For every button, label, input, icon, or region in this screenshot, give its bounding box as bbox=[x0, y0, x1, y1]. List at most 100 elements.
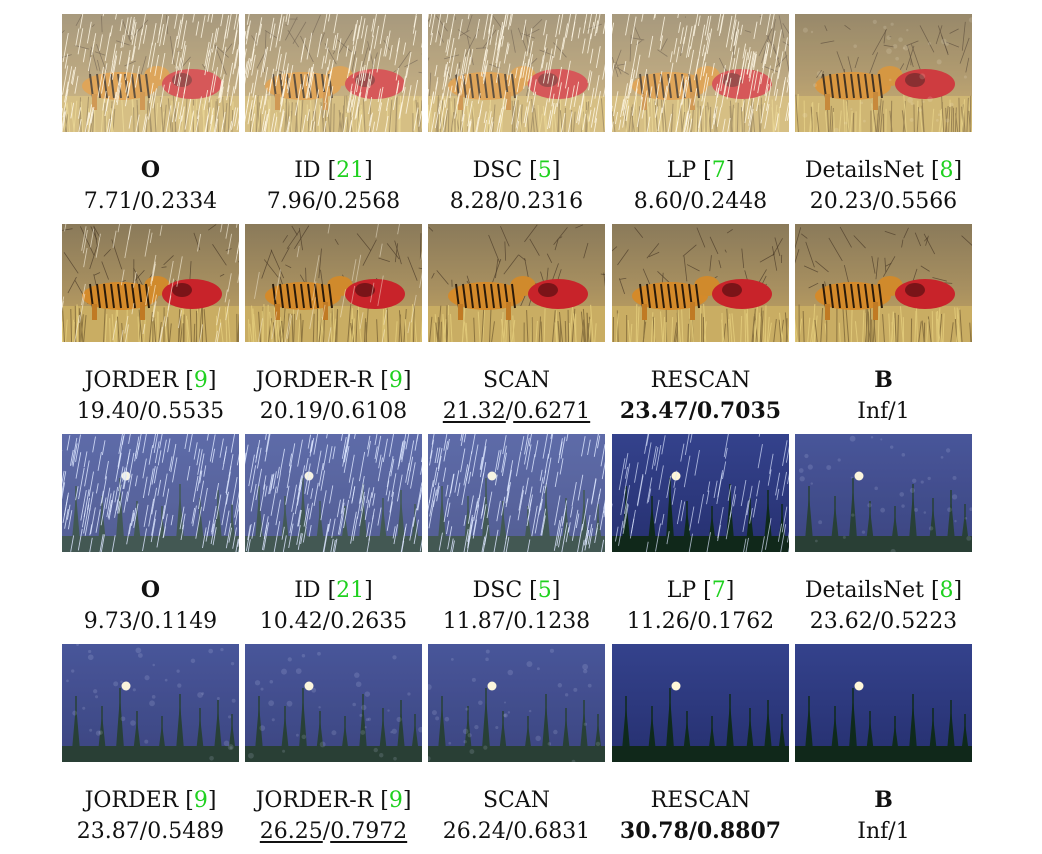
psnr-value: 23.87 bbox=[76, 819, 140, 844]
metric-separator: / bbox=[872, 609, 881, 634]
method-label: ID [21] bbox=[234, 575, 434, 606]
metric-separator: / bbox=[322, 399, 331, 424]
method-name: ID bbox=[294, 578, 328, 603]
metric-values: 8.60/0.2448 bbox=[601, 186, 801, 217]
method-label: ID [21] bbox=[234, 155, 434, 186]
psnr-value: 11.87 bbox=[442, 609, 506, 634]
psnr-value: 11.26 bbox=[626, 609, 690, 634]
ref-bracket-close: ] bbox=[207, 368, 217, 393]
citation-link[interactable]: 5 bbox=[537, 158, 552, 183]
moon-image-r3-c4 bbox=[612, 434, 789, 552]
tiger-image-r2-c4 bbox=[612, 224, 789, 342]
caption-r4-c3: SCAN 26.24/0.6831 bbox=[417, 785, 617, 847]
ssim-value: 0.6108 bbox=[330, 399, 408, 424]
ssim-value: 0.5566 bbox=[880, 189, 958, 214]
caption-r3-c3: DSC [5] 11.87/0.1238 bbox=[417, 575, 617, 637]
ssim-value: 0.1762 bbox=[697, 609, 775, 634]
ref-bracket-close: ] bbox=[207, 788, 217, 813]
caption-r1-c5: DetailsNet [8] 20.23/0.5566 bbox=[784, 155, 984, 217]
ref-bracket-open: [ bbox=[380, 788, 389, 813]
caption-r1-c3: DSC [5] 8.28/0.2316 bbox=[417, 155, 617, 217]
metric-values: 7.71/0.2334 bbox=[51, 186, 251, 217]
metric-separator: / bbox=[682, 189, 691, 214]
metric-separator: / bbox=[689, 609, 698, 634]
metric-separator: / bbox=[322, 819, 331, 844]
psnr-value: 20.19 bbox=[259, 399, 323, 424]
citation-link[interactable]: 21 bbox=[336, 578, 365, 603]
citation-link[interactable]: 7 bbox=[711, 578, 726, 603]
method-label: LP [7] bbox=[601, 155, 801, 186]
ssim-value: 1 bbox=[895, 399, 910, 424]
method-label: JORDER [9] bbox=[51, 785, 251, 816]
citation-link[interactable]: 9 bbox=[193, 788, 208, 813]
ref-bracket-open: [ bbox=[930, 158, 940, 183]
metric-separator: / bbox=[132, 189, 141, 214]
method-name: O bbox=[140, 577, 161, 603]
ssim-value: 0.1238 bbox=[513, 609, 591, 634]
moon-image-r4-c3 bbox=[428, 644, 605, 762]
psnr-value: 30.78 bbox=[619, 818, 689, 844]
ssim-value: 0.2448 bbox=[690, 189, 768, 214]
ssim-value: 0.5223 bbox=[880, 609, 958, 634]
method-name: DetailsNet bbox=[804, 578, 931, 603]
tiger-image-r1-c5 bbox=[795, 14, 972, 132]
psnr-value: 8.28 bbox=[449, 189, 499, 214]
psnr-value: 9.73 bbox=[83, 609, 133, 634]
metric-separator: / bbox=[139, 399, 148, 424]
metric-separator: / bbox=[505, 399, 514, 424]
metric-separator: / bbox=[505, 609, 514, 634]
citation-link[interactable]: 21 bbox=[336, 158, 365, 183]
ref-bracket-open: [ bbox=[380, 368, 389, 393]
citation-link[interactable]: 9 bbox=[193, 368, 208, 393]
metric-values: 26.25/0.7972 bbox=[234, 816, 434, 847]
citation-link[interactable]: 5 bbox=[537, 578, 552, 603]
method-label: DetailsNet [8] bbox=[784, 155, 984, 186]
tiger-image-r1-c1 bbox=[62, 14, 239, 132]
ref-bracket-open: [ bbox=[529, 578, 538, 603]
metric-separator: / bbox=[505, 819, 514, 844]
ref-bracket-close: ] bbox=[364, 158, 373, 183]
psnr-value: Inf bbox=[857, 819, 889, 844]
tiger-image-r2-c1 bbox=[62, 224, 239, 342]
method-name: JORDER-R bbox=[255, 788, 381, 813]
metric-separator: / bbox=[888, 819, 896, 844]
ssim-value: 0.2635 bbox=[330, 609, 408, 634]
ref-bracket-open: [ bbox=[703, 158, 712, 183]
caption-r2-c1: JORDER [9] 19.40/0.5535 bbox=[51, 365, 251, 427]
ssim-value: 0.5489 bbox=[147, 819, 225, 844]
method-name: JORDER bbox=[84, 788, 186, 813]
caption-r4-c4: RESCAN 30.78/0.8807 bbox=[601, 785, 801, 847]
citation-link[interactable]: 9 bbox=[388, 368, 403, 393]
method-label: JORDER-R [9] bbox=[234, 365, 434, 396]
method-label: O bbox=[51, 155, 251, 186]
metric-separator: / bbox=[322, 609, 331, 634]
method-name: DSC bbox=[472, 578, 530, 603]
psnr-value: 20.23 bbox=[809, 189, 873, 214]
metric-values: 23.47/0.7035 bbox=[601, 396, 801, 427]
caption-r2-c4: RESCAN 23.47/0.7035 bbox=[601, 365, 801, 427]
metric-separator: / bbox=[139, 819, 148, 844]
moon-image-r4-c4 bbox=[612, 644, 789, 762]
moon-image-r4-c1 bbox=[62, 644, 239, 762]
citation-link[interactable]: 8 bbox=[939, 158, 954, 183]
moon-image-r3-c2 bbox=[245, 434, 422, 552]
method-name: LP bbox=[666, 578, 704, 603]
caption-r2-c2: JORDER-R [9] 20.19/0.6108 bbox=[234, 365, 434, 427]
citation-link[interactable]: 7 bbox=[711, 158, 726, 183]
method-label: DSC [5] bbox=[417, 155, 617, 186]
psnr-value: 26.24 bbox=[442, 819, 506, 844]
psnr-value: 21.32 bbox=[442, 399, 506, 424]
method-label: DSC [5] bbox=[417, 575, 617, 606]
method-label: RESCAN bbox=[601, 365, 801, 396]
metric-values: 30.78/0.8807 bbox=[601, 816, 801, 847]
method-label: SCAN bbox=[417, 365, 617, 396]
ref-bracket-close: ] bbox=[551, 158, 561, 183]
method-name: DSC bbox=[472, 158, 530, 183]
moon-image-r3-c1 bbox=[62, 434, 239, 552]
citation-link[interactable]: 9 bbox=[388, 788, 403, 813]
metric-values: Inf/1 bbox=[784, 816, 984, 847]
ssim-value: 0.1149 bbox=[140, 609, 218, 634]
caption-r2-c5: B Inf/1 bbox=[784, 365, 984, 427]
citation-link[interactable]: 8 bbox=[939, 578, 954, 603]
